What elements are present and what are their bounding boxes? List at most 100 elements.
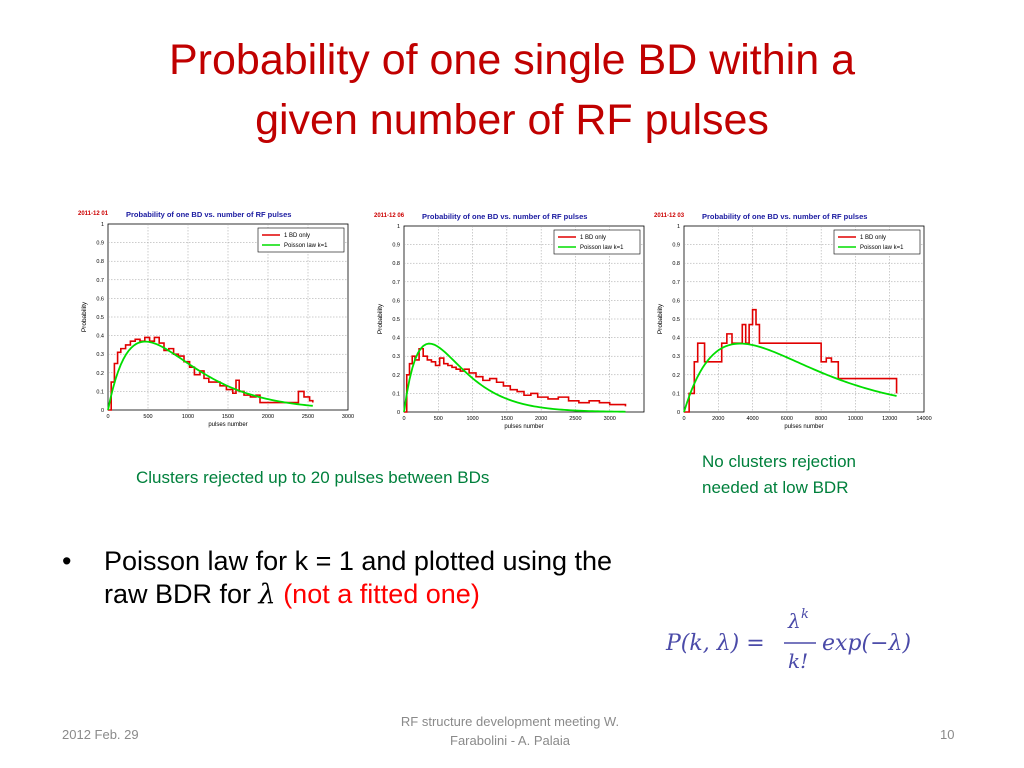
caption-right-line1: No clusters rejection <box>702 452 857 471</box>
chart-svg: 2011-12 01 Probability of one BD vs. numb… <box>78 210 354 428</box>
x-tick-label: 1000 <box>466 416 478 422</box>
y-tick-label: 0.7 <box>96 278 104 284</box>
y-axis-label: Probability <box>81 301 88 332</box>
bullet-line1: Poisson law for k = 1 and plotted using … <box>104 546 613 576</box>
y-tick-label: 0.7 <box>392 280 400 286</box>
x-tick-label: 12000 <box>882 416 897 422</box>
y-tick-label: 0 <box>101 408 104 414</box>
y-tick-label: 0.2 <box>392 373 400 379</box>
x-tick-label: 6000 <box>781 416 793 422</box>
legend-label-poisson: Poisson law k=1 <box>284 243 328 249</box>
x-tick-label: 2000 <box>262 414 274 420</box>
y-tick-label: 1 <box>397 224 400 230</box>
legend-box <box>553 229 641 255</box>
y-tick-label: 0.9 <box>96 241 104 247</box>
formula-numerator-sup: k <box>801 607 809 622</box>
legend-label-1bd-only: 1 BD only <box>284 233 310 239</box>
y-tick-label: 0.9 <box>672 243 680 249</box>
y-tick-label: 0.3 <box>392 354 400 360</box>
formula-rhs: exp(−λ) <box>822 631 911 656</box>
x-tick-label: 1500 <box>222 414 234 420</box>
series-1bd-only-line <box>684 308 898 413</box>
y-tick-label: 0.6 <box>672 298 680 304</box>
y-tick-label: 0.1 <box>392 391 400 397</box>
x-axis-label: pulses number <box>208 422 247 428</box>
footer-meeting: RF structure development meeting W. Fara… <box>340 712 680 750</box>
y-tick-label: 0.7 <box>672 280 680 286</box>
y-tick-label: 0.5 <box>392 317 400 323</box>
y-tick-label: 0 <box>677 410 680 416</box>
x-tick-label: 2500 <box>569 416 581 422</box>
y-tick-label: 0.3 <box>672 354 680 360</box>
chart-date-label: 2011-12 01 <box>78 211 109 217</box>
x-tick-label: 0 <box>402 416 405 422</box>
chart-date-label: 2011-12 06 <box>374 213 405 219</box>
x-tick-label: 14000 <box>916 416 931 422</box>
series-1bd-only-line <box>404 347 627 413</box>
x-axis-label: pulses number <box>784 424 823 430</box>
footer-date: 2012 Feb. 29 <box>62 727 139 742</box>
x-tick-label: 3000 <box>604 416 616 422</box>
chart-1: 2011-12 01 Probability of one BD vs. numb… <box>76 204 366 434</box>
chart-2: 2011-12 06 Probability of one BD vs. numb… <box>372 206 662 436</box>
x-tick-label: 2000 <box>535 416 547 422</box>
y-tick-label: 0.3 <box>96 352 104 358</box>
x-tick-label: 0 <box>106 414 109 420</box>
x-tick-label: 500 <box>143 414 152 420</box>
chart-date-label: 2011-12 03 <box>654 213 685 219</box>
y-tick-label: 0.4 <box>392 336 400 342</box>
y-axis-label: Probability <box>657 303 664 334</box>
x-tick-label: 10000 <box>848 416 863 422</box>
caption-clusters-rejected: Clusters rejected up to 20 pulses betwee… <box>136 468 490 487</box>
x-tick-label: 1500 <box>501 416 513 422</box>
legend-label-1bd-only: 1 BD only <box>580 235 606 241</box>
footer-meeting-line2: Farabolini - A. Palaia <box>450 733 570 748</box>
x-tick-label: 2000 <box>712 416 724 422</box>
legend-label-1bd-only: 1 BD only <box>860 235 886 241</box>
y-tick-label: 0.2 <box>96 371 104 377</box>
formula-numerator: λ <box>787 609 801 633</box>
chart-title: Probability of one BD vs. number of RF p… <box>702 212 867 221</box>
y-tick-label: 0.4 <box>672 336 680 342</box>
legend-box <box>257 227 345 253</box>
chart-3: 2011-12 03 Probability of one BD vs. numb… <box>652 206 942 436</box>
slide-title-line1: Probability of one single BD within a <box>169 36 855 84</box>
footer-meeting-line1: RF structure development meeting W. <box>400 714 620 729</box>
series-1bd-only-line <box>108 336 314 411</box>
lambda-symbol: λ <box>258 579 276 610</box>
y-tick-label: 0.2 <box>672 373 680 379</box>
bullet-dot: • <box>62 546 72 576</box>
y-tick-label: 0.5 <box>96 315 104 321</box>
chart-svg: 2011-12 03 Probability of one BD vs. numb… <box>654 212 932 430</box>
series-poisson-law-line <box>107 340 313 411</box>
bullet-line2: raw BDR for λ (not a fitted one) <box>104 578 784 611</box>
caption-right-line2: needed at low BDR <box>702 478 849 497</box>
bullet-line2-prefix: raw BDR for <box>104 579 252 609</box>
y-tick-label: 1 <box>101 222 104 228</box>
y-tick-label: 0.4 <box>96 334 104 340</box>
y-tick-label: 1 <box>677 224 680 230</box>
slide-title: Probability of one single BD within a gi… <box>40 30 984 150</box>
chart-title: Probability of one BD vs. number of RF p… <box>126 210 291 219</box>
series-poisson-law-line <box>683 342 897 413</box>
y-tick-label: 0.8 <box>392 261 400 267</box>
legend-box <box>833 229 921 255</box>
y-tick-label: 0 <box>397 410 400 416</box>
chart-svg: 2011-12 06 Probability of one BD vs. numb… <box>374 212 645 430</box>
legend-label-poisson: Poisson law k=1 <box>860 245 904 251</box>
y-tick-label: 0.8 <box>96 259 104 265</box>
not-fitted-note: (not a fitted one) <box>283 579 480 609</box>
slide-title-line2: given number of RF pulses <box>255 96 769 144</box>
x-tick-label: 3000 <box>342 414 354 420</box>
legend-label-poisson: Poisson law k=1 <box>580 245 624 251</box>
y-tick-label: 0.5 <box>672 317 680 323</box>
x-tick-label: 8000 <box>815 416 827 422</box>
x-tick-label: 0 <box>682 416 685 422</box>
y-tick-label: 0.6 <box>392 298 400 304</box>
x-axis-label: pulses number <box>504 424 543 430</box>
x-tick-label: 4000 <box>746 416 758 422</box>
y-tick-label: 0.6 <box>96 296 104 302</box>
chart-title: Probability of one BD vs. number of RF p… <box>422 212 587 221</box>
x-tick-label: 1000 <box>182 414 194 420</box>
caption-no-clusters-rejection: No clusters rejection needed at low BDR <box>702 449 856 501</box>
